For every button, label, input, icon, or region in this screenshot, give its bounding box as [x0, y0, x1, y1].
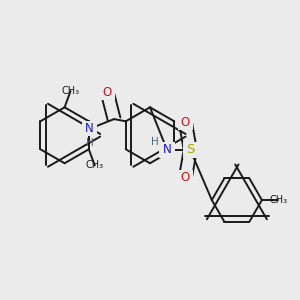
Text: H: H [151, 137, 159, 147]
Text: CH₃: CH₃ [86, 160, 104, 170]
Bar [178, 114, 193, 130]
Bar [178, 170, 193, 186]
Bar [82, 121, 97, 136]
Text: H: H [86, 138, 94, 148]
Text: O: O [181, 116, 190, 128]
Bar [159, 142, 175, 158]
Bar [183, 142, 198, 158]
Text: O: O [103, 86, 112, 99]
Text: CH₃: CH₃ [61, 86, 80, 96]
Text: CH₃: CH₃ [269, 195, 287, 205]
Text: O: O [181, 172, 190, 184]
Bar [100, 85, 115, 100]
Text: N: N [163, 143, 172, 157]
Text: S: S [186, 143, 194, 157]
Text: N: N [85, 122, 94, 135]
